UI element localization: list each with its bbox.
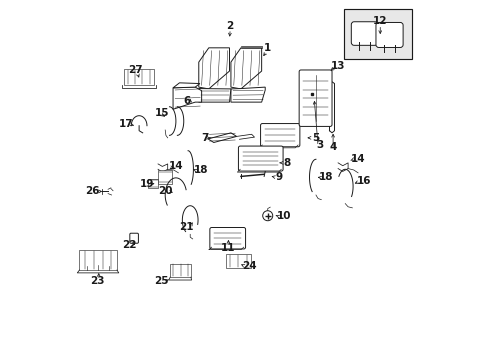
- Text: 18: 18: [193, 165, 208, 175]
- Text: 10: 10: [276, 211, 290, 221]
- Text: 2: 2: [226, 21, 233, 31]
- FancyBboxPatch shape: [260, 123, 299, 147]
- Text: 3: 3: [316, 140, 323, 150]
- FancyBboxPatch shape: [209, 228, 245, 249]
- Bar: [158, 170, 172, 184]
- Text: 14: 14: [350, 154, 365, 163]
- Polygon shape: [173, 83, 200, 88]
- Bar: [148, 179, 158, 188]
- Text: 8: 8: [283, 158, 290, 168]
- Text: 7: 7: [201, 133, 208, 143]
- Text: 24: 24: [242, 261, 257, 271]
- Bar: [225, 254, 250, 268]
- Text: 9: 9: [275, 172, 283, 182]
- Text: 18: 18: [318, 172, 332, 182]
- Text: 17: 17: [119, 118, 133, 129]
- Text: 25: 25: [154, 276, 168, 286]
- Text: 19: 19: [140, 179, 154, 189]
- Circle shape: [262, 211, 272, 221]
- Text: 26: 26: [85, 186, 100, 197]
- Bar: [170, 264, 190, 277]
- Polygon shape: [230, 87, 264, 102]
- Polygon shape: [173, 87, 201, 109]
- Text: 1: 1: [264, 43, 271, 53]
- Text: 21: 21: [179, 222, 193, 232]
- Text: 4: 4: [329, 142, 336, 152]
- Text: 13: 13: [330, 62, 345, 71]
- Bar: [343, 9, 411, 59]
- Bar: [123, 69, 154, 85]
- FancyBboxPatch shape: [350, 22, 377, 45]
- Text: 11: 11: [221, 243, 235, 253]
- FancyBboxPatch shape: [375, 22, 402, 48]
- Text: 22: 22: [122, 240, 137, 250]
- Text: 5: 5: [312, 133, 319, 143]
- Text: 23: 23: [90, 276, 104, 286]
- Text: 12: 12: [372, 16, 386, 26]
- Text: 15: 15: [154, 108, 168, 118]
- Polygon shape: [198, 89, 230, 102]
- Bar: [80, 250, 117, 270]
- FancyBboxPatch shape: [238, 146, 283, 171]
- Text: 6: 6: [183, 96, 191, 107]
- Polygon shape: [230, 48, 261, 89]
- Text: 27: 27: [128, 65, 142, 75]
- FancyBboxPatch shape: [299, 70, 331, 126]
- Polygon shape: [198, 48, 229, 89]
- FancyBboxPatch shape: [130, 233, 138, 243]
- Text: 20: 20: [158, 186, 172, 197]
- Text: 16: 16: [356, 176, 371, 186]
- Text: 14: 14: [168, 161, 183, 171]
- Polygon shape: [207, 133, 236, 143]
